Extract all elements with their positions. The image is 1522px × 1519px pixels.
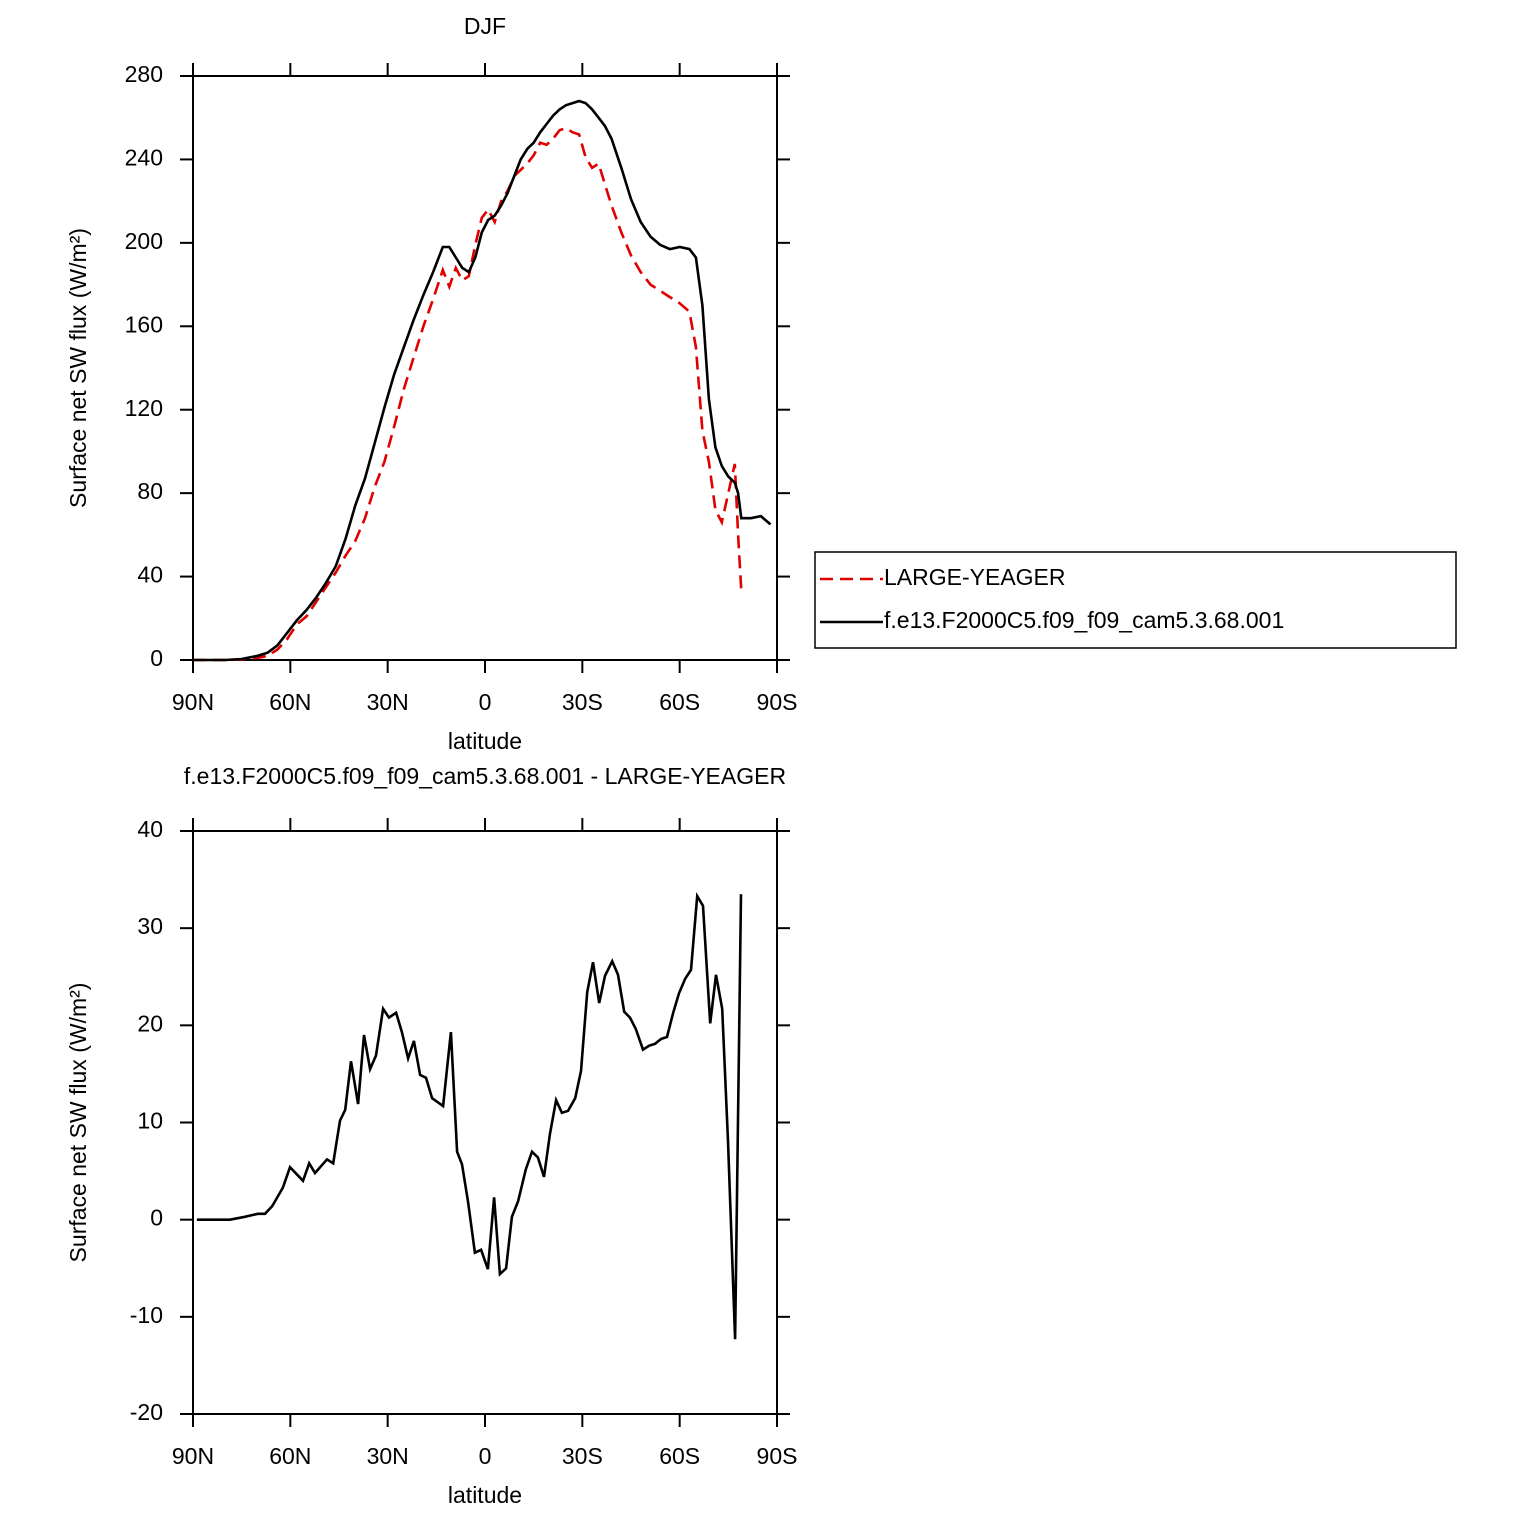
x-tick-label: 0 — [479, 689, 492, 715]
y-tick-label: 0 — [150, 1205, 163, 1231]
y-axis-label: Surface net SW flux (W/m²) — [65, 983, 91, 1263]
y-tick-label: 200 — [125, 228, 163, 254]
x-tick-label: 30S — [562, 1443, 603, 1469]
x-tick-label: 90S — [757, 689, 798, 715]
chart-title: DJF — [464, 13, 506, 39]
x-tick-label: 60S — [659, 689, 700, 715]
legend-label: LARGE-YEAGER — [884, 564, 1066, 590]
x-tick-label: 0 — [479, 1443, 492, 1469]
y-tick-label: 160 — [125, 311, 163, 337]
y-axis-label: Surface net SW flux (W/m²) — [65, 228, 91, 508]
y-tick-label: 30 — [137, 913, 163, 939]
y-tick-label: 0 — [150, 645, 163, 671]
x-tick-label: 30N — [367, 689, 409, 715]
x-tick-label: 60N — [269, 689, 311, 715]
x-axis-label: latitude — [448, 1482, 522, 1508]
chart-title: f.e13.F2000C5.f09_f09_cam5.3.68.001 - LA… — [184, 763, 786, 789]
y-tick-label: -10 — [130, 1302, 163, 1328]
x-tick-label: 90S — [757, 1443, 798, 1469]
x-tick-label: 90N — [172, 1443, 214, 1469]
data-line — [193, 99, 772, 662]
plot-frame — [192, 830, 778, 1415]
y-tick-label: -20 — [130, 1399, 163, 1425]
y-tick-label: 40 — [137, 816, 163, 842]
y-tick-label: 40 — [137, 562, 163, 588]
y-tick-label: 20 — [137, 1010, 163, 1036]
data-line — [196, 891, 743, 1340]
y-tick-label: 10 — [137, 1108, 163, 1134]
y-tick-label: 280 — [125, 61, 163, 87]
x-tick-label: 30N — [367, 1443, 409, 1469]
legend-label: f.e13.F2000C5.f09_f09_cam5.3.68.001 — [884, 607, 1284, 633]
y-tick-label: 240 — [125, 145, 163, 171]
x-tick-label: 30S — [562, 689, 603, 715]
data-line — [193, 126, 743, 662]
plot-frame — [192, 75, 778, 661]
x-tick-label: 60N — [269, 1443, 311, 1469]
x-axis-label: latitude — [448, 728, 522, 754]
y-tick-label: 80 — [137, 478, 163, 504]
x-tick-label: 90N — [172, 689, 214, 715]
x-tick-label: 60S — [659, 1443, 700, 1469]
y-tick-label: 120 — [125, 395, 163, 421]
legend-box — [814, 551, 1457, 649]
